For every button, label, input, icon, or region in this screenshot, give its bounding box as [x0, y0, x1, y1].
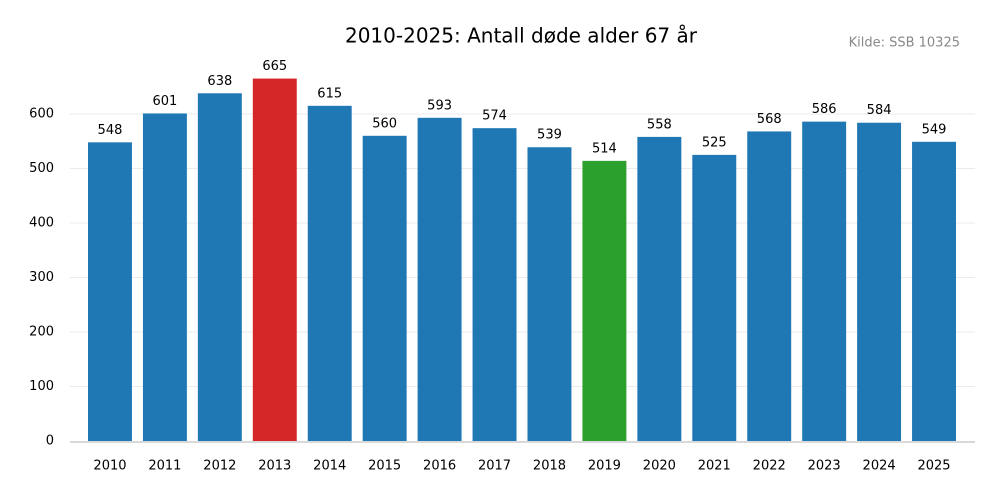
value-label: 593	[427, 98, 452, 113]
value-label: 549	[922, 122, 947, 137]
value-label: 601	[152, 94, 177, 109]
x-tick-label: 2024	[863, 459, 896, 474]
bar	[802, 121, 847, 441]
value-label: 574	[482, 109, 507, 124]
x-tick-label: 2022	[753, 459, 786, 474]
value-label: 665	[262, 59, 287, 74]
bar	[142, 113, 187, 441]
value-label: 615	[317, 86, 342, 101]
bar	[417, 117, 462, 441]
bar	[472, 128, 517, 442]
x-tick-label: 2015	[368, 459, 401, 474]
bar	[637, 136, 682, 441]
x-tick-label: 2020	[643, 459, 676, 474]
x-tick-label: 2014	[313, 459, 346, 474]
x-tick-label: 2018	[533, 459, 566, 474]
value-label: 558	[647, 117, 672, 132]
y-tick-label: 400	[29, 216, 54, 231]
value-label: 586	[812, 102, 837, 117]
bar	[197, 93, 242, 441]
source-note: Kilde: SSB 10325	[849, 36, 960, 51]
bar	[87, 142, 132, 441]
value-label: 638	[207, 74, 232, 89]
value-label: 514	[592, 141, 617, 156]
x-tick-label: 2011	[148, 459, 181, 474]
y-tick-label: 0	[46, 434, 54, 449]
bar	[582, 160, 627, 441]
bar	[912, 141, 957, 442]
value-label: 548	[98, 123, 123, 138]
x-tick-label: 2023	[808, 459, 841, 474]
x-tick-label: 2019	[588, 459, 621, 474]
bar	[252, 78, 297, 441]
value-label: 568	[757, 112, 782, 127]
y-tick-label: 300	[29, 270, 54, 285]
y-tick-label: 500	[29, 161, 54, 176]
value-label: 525	[702, 135, 727, 150]
x-tick-label: 2010	[93, 459, 126, 474]
x-tick-label: 2012	[203, 459, 236, 474]
bar	[307, 105, 352, 441]
y-tick-label: 100	[29, 379, 54, 394]
y-tick-label: 600	[29, 107, 54, 122]
x-tick-label: 2013	[258, 459, 291, 474]
value-label: 560	[372, 116, 397, 131]
bar	[747, 131, 792, 441]
bar	[692, 154, 737, 441]
y-tick-label: 200	[29, 325, 54, 340]
bar	[527, 147, 572, 441]
chart-title: 2010-2025: Antall døde alder 67 år	[345, 24, 698, 48]
bar	[362, 135, 407, 442]
x-tick-label: 2021	[698, 459, 731, 474]
x-tick-label: 2016	[423, 459, 456, 474]
x-tick-label: 2017	[478, 459, 511, 474]
bar	[857, 122, 902, 441]
x-tick-label: 2025	[917, 459, 950, 474]
value-label: 584	[867, 103, 892, 118]
value-label: 539	[537, 128, 562, 143]
